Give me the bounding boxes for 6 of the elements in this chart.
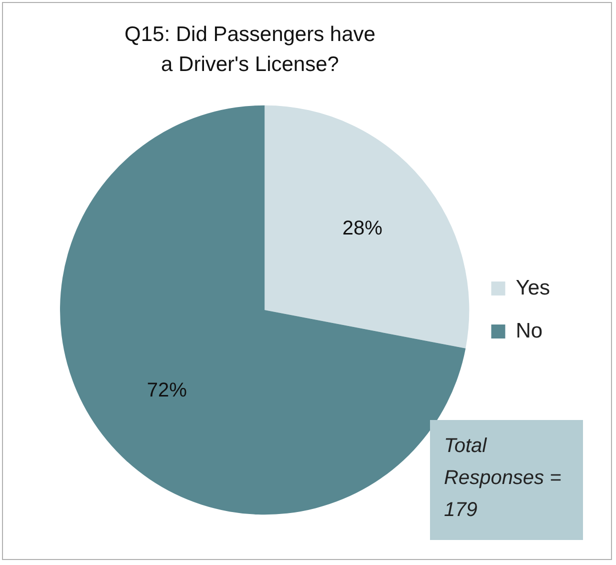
data-label: 72% bbox=[146, 379, 188, 402]
text: Total Responses = 179 bbox=[444, 434, 562, 523]
chart-title: Q15: Did Passengers have a Driver's License? bbox=[124, 22, 376, 78]
legend-label: Yes bbox=[516, 276, 550, 300]
data-label: 28% bbox=[342, 218, 383, 240]
legend-label: No bbox=[516, 319, 543, 342]
